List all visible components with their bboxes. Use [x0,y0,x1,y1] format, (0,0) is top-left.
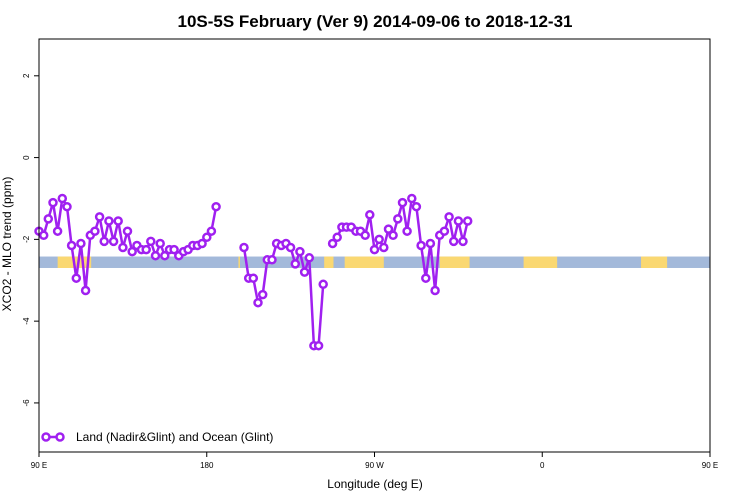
data-point [169,244,179,255]
data-point [360,230,370,241]
y-tick-label: -6 [22,399,31,407]
legend: Land (Nadir&Glint) and Ocean (Glint) [41,430,273,444]
y-tick-label: 0 [22,155,31,160]
land-band [641,256,668,268]
land-band [238,256,240,268]
data-point [118,242,128,253]
series-layer [34,193,473,351]
data-point [104,216,114,226]
legend-marker-icon [41,432,51,442]
data-point [365,210,375,220]
data-point [146,236,156,247]
series-line [331,197,469,292]
data-point [313,340,324,351]
data-point [150,250,161,261]
data-point [99,236,109,247]
data-point [285,242,296,253]
data-point [267,255,277,265]
data-point [411,201,422,212]
data-point [299,267,310,277]
data-point [76,238,86,249]
data-point [430,285,440,296]
x-tick-label: 90 E [31,461,47,470]
data-point [421,273,431,283]
land-band [523,256,558,268]
data-point [43,214,54,224]
data-point [458,236,468,247]
data-point [80,285,91,296]
data-point [52,226,63,236]
data-point [393,214,403,224]
data-point [453,216,464,226]
y-tick-label: -4 [22,317,31,325]
x-tick-label: 90 W [365,461,384,470]
data-point [141,244,151,255]
data-point [248,273,259,283]
data-point [206,226,217,236]
x-tick-label: 180 [200,461,214,470]
data-point [448,236,459,247]
data-point [462,216,473,226]
data-point [369,244,380,255]
data-point [425,238,436,249]
legend-label: Land (Nadir&Glint) and Ocean (Glint) [76,430,273,444]
data-point [57,193,68,204]
data-point [416,240,426,251]
y-tick-label: -2 [22,235,31,243]
data-point [374,234,384,245]
data-point [290,259,301,269]
data-point [388,230,398,241]
data-point [327,238,338,249]
land-band [344,256,384,268]
data-point [402,226,412,236]
data-point [202,232,212,243]
data-point [253,297,263,308]
data-point [383,224,394,234]
data-point [211,201,221,212]
chart-title: 10S-5S February (Ver 9) 2014-09-06 to 20… [177,12,572,31]
data-point [197,238,207,249]
legend-marker-icon [55,432,65,442]
data-point [94,212,105,222]
data-point [38,230,49,241]
data-point [122,226,133,236]
data-point [62,201,72,212]
land-band [324,256,334,268]
data-point [444,212,454,222]
data-point [160,250,170,261]
data-point [155,238,165,249]
data-point [66,240,77,251]
data-point [379,242,389,253]
land-band [439,256,470,268]
data-point [71,273,82,283]
land-ocean-band [39,256,710,268]
x-tick-label: 0 [540,461,545,470]
y-axis-label: XCO2 - MLO trend (ppm) [0,177,14,312]
data-point [318,279,328,290]
data-point [48,197,58,208]
data-point [239,242,249,253]
data-point [332,232,342,243]
data-point [407,193,417,204]
data-point [108,236,119,247]
x-axis: 90 E 180 90 W 0 90 E [31,452,718,470]
data-point [113,216,123,226]
x-tick-label: 90 E [702,461,718,470]
data-point [90,226,100,236]
data-point [295,246,305,257]
data-point [439,226,450,236]
data-point [397,197,408,208]
y-tick-label: 2 [22,73,31,78]
x-axis-label: Longitude (deg E) [327,477,422,491]
y-axis: 2 0 -2 -4 -6 [22,73,39,406]
data-point [304,253,315,263]
data-point [257,289,268,300]
data-point [127,246,137,257]
